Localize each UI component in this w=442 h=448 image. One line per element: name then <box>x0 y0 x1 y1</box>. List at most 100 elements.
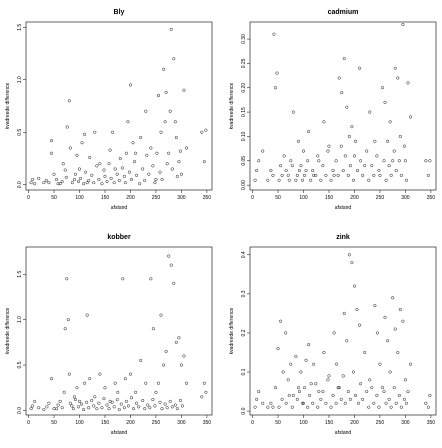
data-point <box>55 177 59 182</box>
data-point <box>56 182 60 186</box>
data-point <box>287 178 291 182</box>
data-point <box>372 173 376 177</box>
y-tick-label: 0.5 <box>17 129 23 136</box>
data-point <box>342 311 346 315</box>
x-tick-label: 50 <box>275 195 281 201</box>
data-point <box>372 401 376 405</box>
data-point <box>334 159 338 163</box>
data-point <box>107 407 111 411</box>
data-point <box>168 109 172 113</box>
y-tick-label: 0.2 <box>241 329 247 336</box>
data-point <box>365 149 369 153</box>
data-point <box>294 178 298 182</box>
panel-3: zink 0 50 100 150 200 250 300 350 0.0 0.1 0.2 0.3 0.4… <box>229 234 437 436</box>
data-point <box>123 181 127 185</box>
data-point <box>49 377 54 381</box>
data-point <box>284 401 288 405</box>
data-point <box>105 403 109 407</box>
data-point <box>179 363 183 367</box>
data-point <box>155 151 159 155</box>
data-point <box>165 162 169 166</box>
data-point <box>339 397 343 401</box>
data-point <box>350 125 354 129</box>
plot-frame <box>25 246 213 416</box>
data-point <box>380 86 385 90</box>
data-point <box>345 339 349 343</box>
data-point <box>112 405 116 409</box>
data-point <box>154 177 158 182</box>
data-point <box>163 402 167 406</box>
data-point <box>343 401 347 405</box>
data-point <box>58 182 62 186</box>
data-point <box>33 182 37 186</box>
data-point <box>110 400 114 404</box>
data-point <box>141 167 145 171</box>
data-point <box>377 168 381 173</box>
data-point <box>151 398 155 402</box>
data-point <box>281 370 285 374</box>
data-point <box>332 331 336 335</box>
data-point <box>331 168 335 173</box>
data-point <box>359 382 363 386</box>
data-point <box>319 178 323 182</box>
data-point <box>280 173 284 177</box>
data-point <box>124 151 128 155</box>
x-tick-label: 150 <box>325 420 334 426</box>
x-tick-label: 350 <box>203 195 212 201</box>
data-point <box>120 166 124 170</box>
data-point <box>377 405 381 409</box>
data-point <box>351 370 355 374</box>
y-axis-label: kvadreede difference <box>229 82 235 129</box>
data-point <box>75 386 79 390</box>
data-point <box>60 180 64 184</box>
data-point <box>80 141 84 145</box>
data-point <box>353 139 358 143</box>
data-point <box>162 67 166 71</box>
data-point <box>77 167 82 171</box>
data-point <box>336 173 340 177</box>
data-point <box>153 181 157 185</box>
data-point <box>353 393 358 397</box>
data-point <box>261 149 265 153</box>
data-point <box>282 154 286 158</box>
data-point <box>384 178 388 182</box>
x-tick-label: 350 <box>203 420 212 426</box>
data-point <box>173 403 177 407</box>
data-point <box>399 405 403 409</box>
panel-title: cadmium <box>328 9 359 16</box>
data-point <box>126 404 130 408</box>
data-point <box>102 168 106 172</box>
x-tick-label: 200 <box>126 195 135 201</box>
data-point <box>159 313 163 317</box>
data-point <box>145 153 149 157</box>
data-point <box>63 327 67 331</box>
data-point <box>316 154 320 158</box>
data-point <box>45 405 49 409</box>
x-tick-label: 250 <box>376 195 385 201</box>
data-point <box>295 397 299 401</box>
data-point <box>394 401 398 405</box>
data-point <box>182 88 186 92</box>
data-point <box>63 168 67 172</box>
data-point <box>68 146 72 150</box>
data-point <box>122 174 126 178</box>
data-point <box>394 168 398 173</box>
x-tick-label: 300 <box>401 420 410 426</box>
data-point <box>321 390 325 394</box>
data-point <box>167 254 171 258</box>
data-point <box>146 403 150 407</box>
data-point <box>368 378 372 382</box>
data-point <box>403 378 407 382</box>
data-point <box>382 159 386 163</box>
x-axis-label: afstand <box>335 205 352 211</box>
data-point <box>402 397 406 401</box>
data-point <box>55 407 59 411</box>
data-point <box>291 110 295 114</box>
x-tick-label: 350 <box>427 195 436 201</box>
data-point <box>126 120 130 124</box>
x-tick-label: 0 <box>27 195 30 201</box>
data-point <box>389 405 393 409</box>
data-point <box>391 159 395 163</box>
data-point <box>159 130 163 134</box>
data-point <box>98 372 102 376</box>
